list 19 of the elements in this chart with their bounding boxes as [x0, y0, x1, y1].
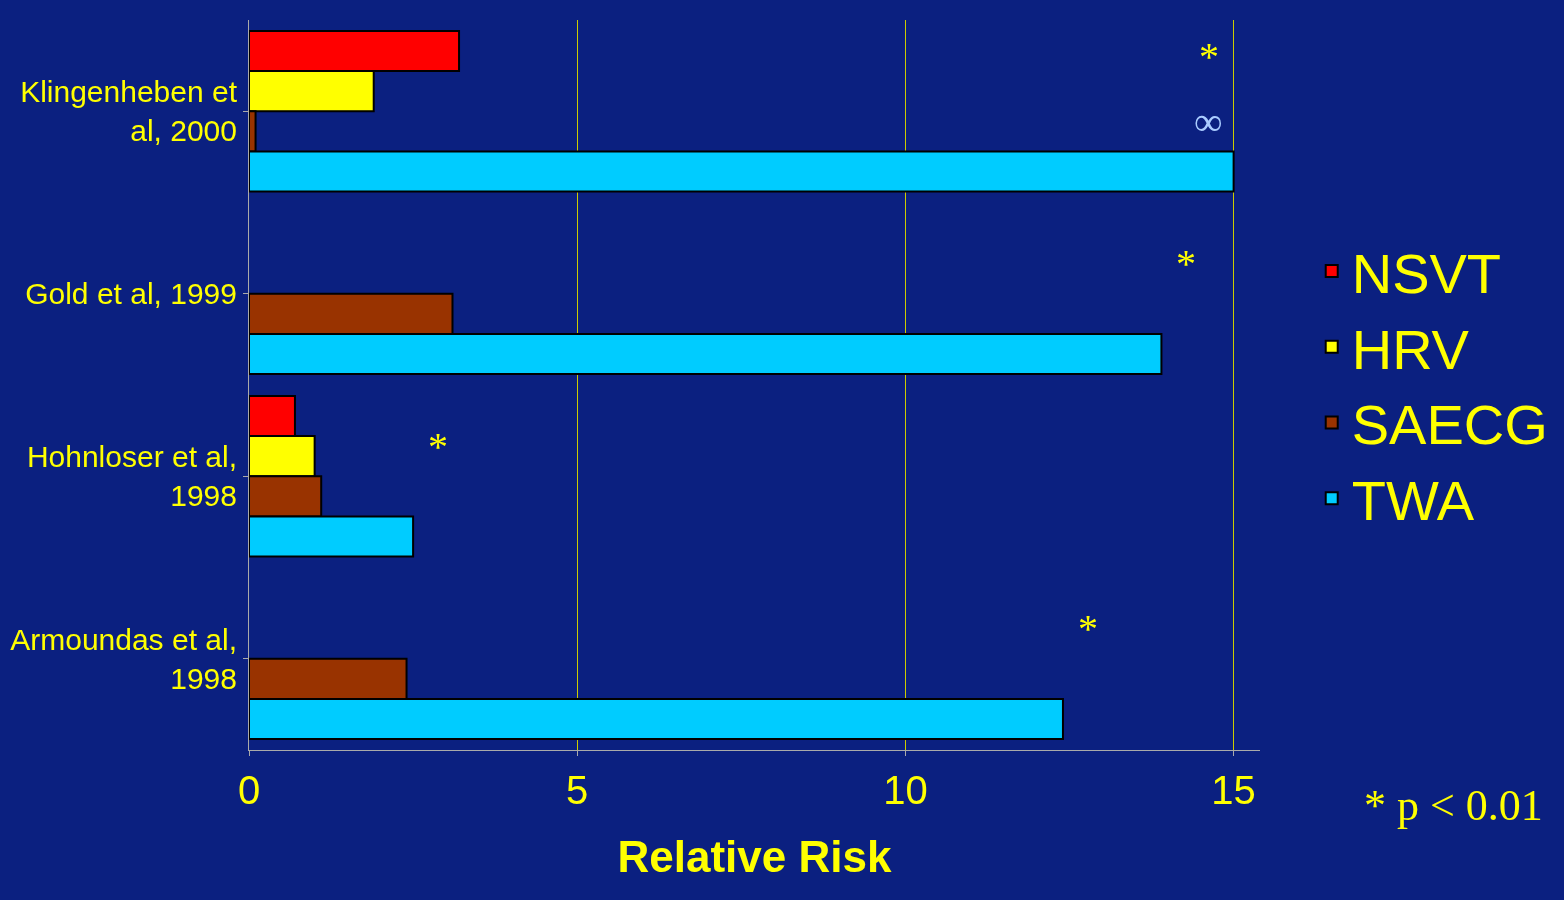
legend-label: HRV: [1351, 317, 1470, 381]
annotation: *: [1199, 34, 1219, 79]
annotation: *: [1078, 606, 1098, 651]
y-tick-label: Hohnloser et al, 1998: [26, 440, 237, 513]
annotation: ∞: [1194, 99, 1223, 144]
x-axis-title: Relative Risk: [617, 832, 892, 882]
y-tick-label: Gold et al, 1999: [25, 277, 237, 311]
x-tick-label: 10: [883, 768, 928, 812]
annotation: *: [428, 424, 448, 469]
annotation: *: [1176, 241, 1196, 286]
text: * p < 0.01: [1364, 781, 1543, 830]
x-tick-label: 5: [566, 768, 589, 812]
x-tick-label: 0: [237, 768, 261, 812]
x-tick-label: 15: [1211, 768, 1256, 812]
legend-label: TWA: [1351, 469, 1475, 533]
legend-label: SAECG: [1351, 393, 1548, 457]
legend-label: NSVT: [1351, 241, 1502, 305]
y-tick-label: Klingenheben et al, 2000: [20, 75, 238, 148]
y-tick-label: Armoundas et al, 1998: [10, 622, 237, 695]
